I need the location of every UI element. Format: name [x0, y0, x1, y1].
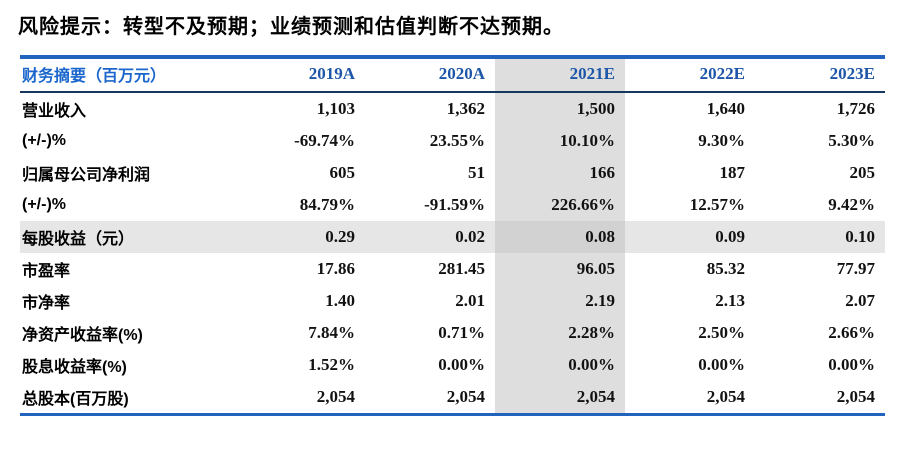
- cell-value: 2.07: [845, 291, 875, 310]
- cell-value: 12.57%: [689, 195, 745, 214]
- cell-value: 0.71%: [438, 323, 485, 342]
- cell-value: 2,054: [446, 387, 485, 406]
- cell-value: -91.59%: [424, 195, 485, 214]
- cell-value: 85.32: [706, 259, 745, 278]
- header-year-2020A: 2020A: [365, 57, 495, 93]
- cell-value: 0.02: [365, 221, 495, 253]
- header-year-2022E: 2022E: [625, 57, 755, 93]
- cell-value: 2,054: [316, 387, 355, 406]
- cell-value: 0.29: [235, 221, 365, 253]
- table-header: 财务摘要（百万元） 2019A 2020A 2021E 2022E 2023E: [20, 57, 885, 93]
- cell-value: 2,054: [836, 387, 875, 406]
- cell-value: 51: [468, 163, 485, 182]
- financial-summary-table: 财务摘要（百万元） 2019A 2020A 2021E 2022E 2023E …: [20, 55, 885, 416]
- cell-value: 96.05: [495, 253, 625, 285]
- row-label: 市盈率: [22, 263, 71, 280]
- cell-value: 2.13: [715, 291, 745, 310]
- cell-value: 1,640: [706, 99, 745, 118]
- table-row-dividend-yield: 股息收益率(%) 1.52% 0.00% 0.00% 0.00% 0.00%: [20, 349, 885, 381]
- cell-value: 0.09: [625, 221, 755, 253]
- row-label: 营业收入: [22, 103, 87, 120]
- cell-value: 2.66%: [828, 323, 875, 342]
- cell-value: 10.10%: [495, 125, 625, 157]
- cell-value: 77.97: [836, 259, 875, 278]
- row-label: 归属母公司净利润: [22, 167, 151, 184]
- cell-value: 0.10: [755, 221, 885, 253]
- row-label: 净资产收益率(%): [22, 327, 143, 344]
- table-row-eps: 每股收益（元） 0.29 0.02 0.08 0.09 0.10: [20, 221, 885, 253]
- cell-value: 1.52%: [308, 355, 355, 374]
- cell-value: 0.00%: [698, 355, 745, 374]
- cell-value: 2,054: [495, 381, 625, 415]
- risk-warning-text: 风险提示：转型不及预期；业绩预测和估值判断不达预期。: [18, 16, 564, 38]
- cell-value: 2.28%: [495, 317, 625, 349]
- cell-value: 9.30%: [698, 131, 745, 150]
- row-label: (+/-)%: [22, 196, 66, 213]
- table-row-pb: 市净率 1.40 2.01 2.19 2.13 2.07: [20, 285, 885, 317]
- cell-value: 1,103: [316, 99, 355, 118]
- row-label: 每股收益（元）: [20, 221, 235, 253]
- cell-value: 166: [495, 157, 625, 189]
- table-row-pe: 市盈率 17.86 281.45 96.05 85.32 77.97: [20, 253, 885, 285]
- cell-value: 7.84%: [308, 323, 355, 342]
- cell-value: 23.55%: [429, 131, 485, 150]
- cell-value: -69.74%: [294, 131, 355, 150]
- header-year-2023E: 2023E: [755, 57, 885, 93]
- cell-value: 5.30%: [828, 131, 875, 150]
- row-label: 股息收益率(%): [22, 359, 127, 376]
- cell-value: 17.86: [316, 259, 355, 278]
- table-row-revenue: 营业收入 1,103 1,362 1,500 1,640 1,726: [20, 92, 885, 125]
- table-row-revenue-growth: (+/-)% -69.74% 23.55% 10.10% 9.30% 5.30%: [20, 125, 885, 157]
- header-year-2019A: 2019A: [235, 57, 365, 93]
- cell-value: 1.40: [325, 291, 355, 310]
- cell-value: 0.00%: [438, 355, 485, 374]
- cell-value: 1,500: [495, 92, 625, 125]
- row-label: 总股本(百万股): [22, 391, 129, 408]
- cell-value: 2,054: [706, 387, 745, 406]
- cell-value: 2.01: [455, 291, 485, 310]
- table-row-total-shares: 总股本(百万股) 2,054 2,054 2,054 2,054 2,054: [20, 381, 885, 415]
- cell-value: 2.19: [495, 285, 625, 317]
- cell-value: 9.42%: [828, 195, 875, 214]
- cell-value: 1,362: [446, 99, 485, 118]
- cell-value: 187: [719, 163, 746, 182]
- row-label: 市净率: [22, 295, 71, 312]
- table-body: 营业收入 1,103 1,362 1,500 1,640 1,726 (+/-)…: [20, 92, 885, 415]
- cell-value: 605: [329, 163, 356, 182]
- header-year-2021E: 2021E: [495, 57, 625, 93]
- cell-value: 0.08: [495, 221, 625, 253]
- row-label: (+/-)%: [22, 132, 66, 149]
- cell-value: 205: [849, 163, 876, 182]
- cell-value: 1,726: [836, 99, 875, 118]
- table-row-profit-growth: (+/-)% 84.79% -91.59% 226.66% 12.57% 9.4…: [20, 189, 885, 221]
- cell-value: 2.50%: [698, 323, 745, 342]
- header-summary-label: 财务摘要（百万元）: [20, 57, 235, 93]
- cell-value: 0.00%: [495, 349, 625, 381]
- header-row: 财务摘要（百万元） 2019A 2020A 2021E 2022E 2023E: [20, 57, 885, 93]
- table-row-roe: 净资产收益率(%) 7.84% 0.71% 2.28% 2.50% 2.66%: [20, 317, 885, 349]
- cell-value: 226.66%: [495, 189, 625, 221]
- cell-value: 84.79%: [299, 195, 355, 214]
- cell-value: 281.45: [438, 259, 485, 278]
- table-row-net-profit: 归属母公司净利润 605 51 166 187 205: [20, 157, 885, 189]
- cell-value: 0.00%: [828, 355, 875, 374]
